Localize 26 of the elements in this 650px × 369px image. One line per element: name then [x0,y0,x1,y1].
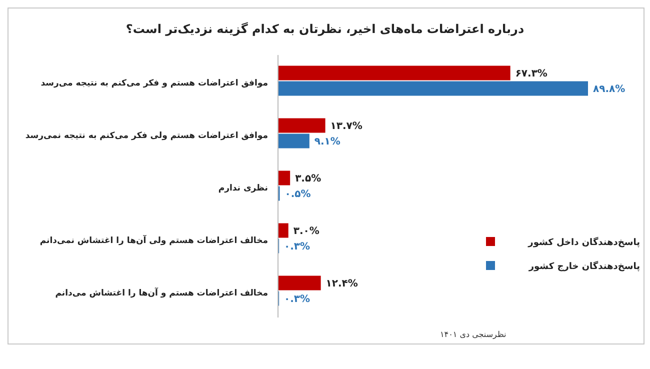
y-tick-label: مخالف اعتراضات هستم و آن‌ها را اغتشاش می‌دانم [55,286,268,298]
data-label: ۰.۵% [284,189,311,200]
bar [278,276,321,290]
bar [278,170,290,186]
bar [278,134,310,148]
data-label: ۳.۰% [293,226,320,237]
bar [278,66,510,80]
data-label: ۰.۳% [284,294,310,305]
text: نظرسنجی دی ۱۴۰۱ [440,330,506,339]
data-label: ۸۹.۸% [593,84,626,95]
y-tick-label: موافق اعتراضات هستم ولی فکر می‌کنم به نتیجه نمی‌رسد [25,130,268,141]
data-label: ۰.۳% [284,242,310,252]
data-label: ۱۲.۴% [326,278,358,290]
data-label: ۱۳.۷% [330,121,362,132]
data-label: ۹.۱% [314,136,340,148]
y-tick-label: نظری ندارم [218,183,268,194]
data-label: ۶۷.۳% [515,68,548,80]
chart-title: درباره اعتراضات ماه‌های اخیر، نظرتان به کدام گزینه نزدیک‌تر است؟ [126,22,524,36]
bar [278,81,588,96]
bar [278,223,288,238]
bar [278,118,326,133]
y-tick-label: موافق اعتراضات هستم و فکر می‌کنم به نتیجه می‌رسد [40,78,268,88]
y-tick-label: مخالف اعتراضات هستم ولی آن‌ها را اغتشاش نمی‌دانم [40,234,268,246]
text: پاسخ‌دهندگان خارج کشور [528,260,640,272]
data-label: ۳.۵% [295,174,322,184]
text: پاسخ‌دهندگان داخل کشور [527,236,640,248]
